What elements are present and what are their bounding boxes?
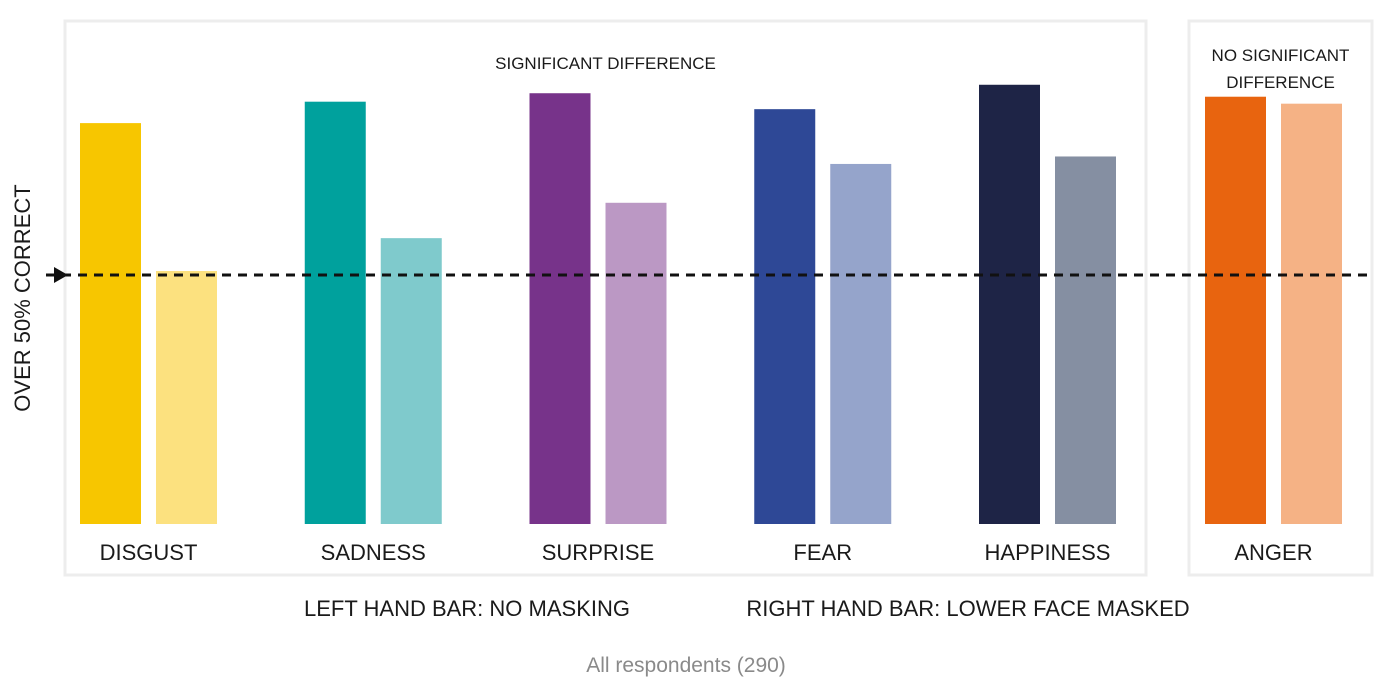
bar-sadness-masked bbox=[380, 238, 442, 524]
bar-happiness-masked bbox=[1055, 156, 1116, 524]
bar-fear-no-masking bbox=[754, 109, 816, 524]
category-label: ANGER bbox=[1234, 540, 1312, 565]
bar-anger-no-masking bbox=[1205, 96, 1266, 524]
panel-title-line: SIGNIFICANT DIFFERENCE bbox=[495, 54, 716, 73]
bar-happiness-no-masking bbox=[979, 84, 1040, 524]
bar-disgust-masked bbox=[156, 271, 217, 524]
category-label: SURPRISE bbox=[542, 540, 654, 565]
category-label: SADNESS bbox=[321, 540, 426, 565]
threshold-arrow-icon bbox=[54, 267, 68, 283]
bar-surprise-no-masking bbox=[529, 93, 591, 524]
y-axis-label: OVER 50% CORRECT bbox=[10, 184, 35, 411]
panel-title-line: DIFFERENCE bbox=[1226, 73, 1335, 92]
legend-no-masking: LEFT HAND BAR: NO MASKING bbox=[304, 596, 630, 621]
bar-disgust-no-masking bbox=[80, 123, 141, 525]
bar-sadness-no-masking bbox=[304, 101, 366, 525]
footnote: All respondents (290) bbox=[586, 654, 786, 677]
legend-lower-face-masked: RIGHT HAND BAR: LOWER FACE MASKED bbox=[746, 596, 1189, 621]
category-label: HAPPINESS bbox=[985, 540, 1111, 565]
bar-fear-masked bbox=[830, 163, 892, 525]
bar-anger-masked bbox=[1281, 103, 1342, 525]
category-label: FEAR bbox=[793, 540, 852, 565]
category-label: DISGUST bbox=[100, 540, 198, 565]
panel-title-line: NO SIGNIFICANT bbox=[1212, 46, 1350, 65]
bar-surprise-masked bbox=[605, 202, 667, 525]
